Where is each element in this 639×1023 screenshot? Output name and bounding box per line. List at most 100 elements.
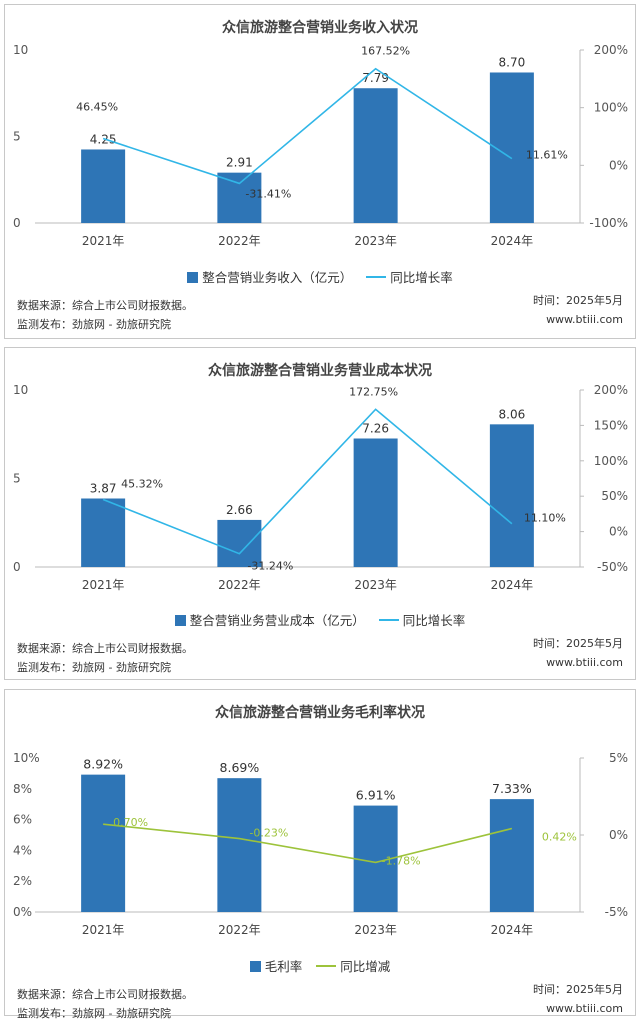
bar-value-label: 8.92% — [83, 757, 123, 772]
chart-panel-cost: 众信旅游整合营销业务营业成本状况 0 5 10 -50% 0% 50% 100% 150% 20… — [4, 347, 636, 680]
legend-bar-swatch — [249, 961, 261, 972]
website-line: www.btiii.com — [546, 1002, 623, 1015]
line-value-label: -1.78% — [382, 854, 421, 867]
website-line: www.btiii.com — [546, 313, 623, 326]
y-tick-label: 6% — [13, 813, 32, 827]
y-tick-label: 4% — [13, 843, 32, 857]
legend-line-label: 同比增长率 — [390, 270, 453, 285]
date-line: 时间：2025年5月 — [533, 294, 623, 307]
source-note: 数据来源：综合上市公司财报数据。 监测发布：劲旅网 - 劲旅研究院 — [17, 985, 193, 1023]
legend-line-swatch — [316, 965, 337, 967]
y-tick-label: 5 — [13, 472, 21, 486]
bar — [489, 424, 534, 567]
x-tick-label: 2021年 — [82, 234, 125, 248]
bar — [217, 172, 262, 223]
date-line: 时间：2025年5月 — [533, 637, 623, 650]
bar-value-label: 4.25 — [90, 132, 117, 146]
y2-tick-label: 100% — [594, 454, 628, 468]
y2-tick-label: -100% — [589, 216, 628, 230]
chart-title: 众信旅游整合营销业务营业成本状况 — [208, 363, 432, 379]
source-note: 数据来源：综合上市公司财报数据。 监测发布：劲旅网 - 劲旅研究院 — [17, 296, 193, 334]
x-tick-label: 2023年 — [354, 923, 397, 937]
bar-value-label: 6.91% — [356, 788, 396, 803]
bar-value-label: 8.69% — [220, 760, 260, 775]
y2-tick-label: 0% — [609, 158, 628, 172]
y2-tick-label: -5% — [605, 905, 628, 919]
x-tick-label: 2023年 — [354, 578, 397, 592]
legend-bar-label: 整合营销业务收入（亿元） — [202, 270, 353, 285]
y2-tick-label: -50% — [597, 560, 628, 574]
y-tick-label: 8% — [13, 782, 32, 796]
source-line: 数据来源：综合上市公司财报数据。 — [17, 642, 193, 655]
meta-note: 时间：2025年5月 www.btiii.com — [533, 634, 623, 672]
chart-panel-revenue: 众信旅游整合营销业务收入状况 0 5 10 -100% 0% 100% 200% 4.25 20… — [4, 4, 636, 339]
legend-bar-swatch — [174, 615, 186, 626]
bar — [489, 72, 534, 224]
chart-legend: 毛利率 同比增减 — [5, 956, 635, 975]
bar — [217, 519, 262, 567]
bar — [217, 778, 262, 912]
x-tick-label: 2024年 — [491, 578, 534, 592]
bar-value-label: 2.66 — [226, 503, 253, 517]
growth-line — [103, 823, 513, 864]
line-value-label: 0.70% — [113, 816, 148, 829]
y-tick-label: 0 — [13, 216, 21, 230]
x-tick-label: 2022年 — [218, 234, 261, 248]
y2-tick-label: 200% — [594, 383, 628, 397]
bar-value-label: 7.26 — [362, 421, 389, 435]
x-tick-label: 2024年 — [491, 923, 534, 937]
y2-tick-label: 50% — [601, 489, 628, 503]
chart-svg-margin: 0% 2% 4% 6% 8% 10% -5% 0% 5% 8.92% 2021年 8.69% 2022年… — [13, 751, 628, 937]
line-value-label: 46.45% — [76, 101, 118, 114]
bar-value-label: 2.91 — [226, 156, 253, 170]
line-value-label: -0.23% — [249, 827, 288, 840]
bar — [81, 498, 126, 567]
y2-tick-label: 0% — [609, 525, 628, 539]
bar — [353, 438, 398, 567]
line-value-label: 11.61% — [526, 149, 568, 162]
chart-title: 众信旅游整合营销业务收入状况 — [222, 20, 418, 36]
y2-tick-label: 150% — [594, 418, 628, 432]
bar — [81, 774, 126, 912]
legend-bar-swatch — [187, 272, 199, 283]
publisher-line: 监测发布：劲旅网 - 劲旅研究院 — [17, 661, 171, 674]
source-line: 数据来源：综合上市公司财报数据。 — [17, 988, 193, 1001]
line-value-label: -31.24% — [247, 560, 293, 573]
x-tick-label: 2022年 — [218, 923, 261, 937]
chart-panel-margin: 众信旅游整合营销业务毛利率状况 0% 2% 4% 6% 8% 10% -5% 0% 5% 8.92… — [4, 689, 636, 1020]
chart-svg-cost: 0 5 10 -50% 0% 50% 100% 150% 200% 3.87 2021年 2.66 20… — [13, 383, 628, 592]
y2-tick-label: 200% — [594, 43, 628, 57]
x-tick-label: 2023年 — [354, 234, 397, 248]
x-tick-label: 2022年 — [218, 578, 261, 592]
y-tick-label: 2% — [13, 874, 32, 888]
bar-value-label: 7.33% — [492, 781, 532, 796]
bar — [81, 149, 126, 223]
source-line: 数据来源：综合上市公司财报数据。 — [17, 299, 193, 312]
source-note: 数据来源：综合上市公司财报数据。 监测发布：劲旅网 - 劲旅研究院 — [17, 639, 193, 677]
legend-line-swatch — [366, 276, 387, 278]
website-line: www.btiii.com — [546, 656, 623, 669]
line-value-label: 0.42% — [542, 831, 577, 844]
bar — [489, 799, 534, 912]
line-value-label: 172.75% — [349, 385, 398, 398]
growth-line — [102, 408, 513, 555]
chart-legend: 整合营销业务收入（亿元） 同比增长率 — [5, 267, 635, 286]
chart-legend: 整合营销业务营业成本（亿元） 同比增长率 — [5, 610, 635, 629]
legend-line-label: 同比增减 — [340, 959, 391, 974]
x-tick-label: 2021年 — [82, 923, 125, 937]
line-value-label: 167.52% — [361, 45, 410, 58]
chart-svg-revenue: 0 5 10 -100% 0% 100% 200% 4.25 2021年 2.91 2022年 7.7… — [13, 43, 628, 248]
bar-value-label: 3.87 — [90, 482, 117, 496]
y2-tick-label: 100% — [594, 101, 628, 115]
publisher-line: 监测发布：劲旅网 - 劲旅研究院 — [17, 1007, 171, 1020]
y-tick-label: 10% — [13, 751, 40, 765]
bar-value-label: 7.79 — [362, 71, 389, 85]
y-tick-label: 10 — [13, 43, 28, 57]
date-line: 时间：2025年5月 — [533, 983, 623, 996]
legend-line-swatch — [378, 619, 399, 621]
legend-line-label: 同比增长率 — [402, 613, 466, 628]
y2-tick-label: 5% — [609, 751, 628, 765]
bar-value-label: 8.70 — [499, 55, 526, 69]
y-tick-label: 0 — [13, 560, 21, 574]
y-tick-label: 0% — [13, 905, 32, 919]
